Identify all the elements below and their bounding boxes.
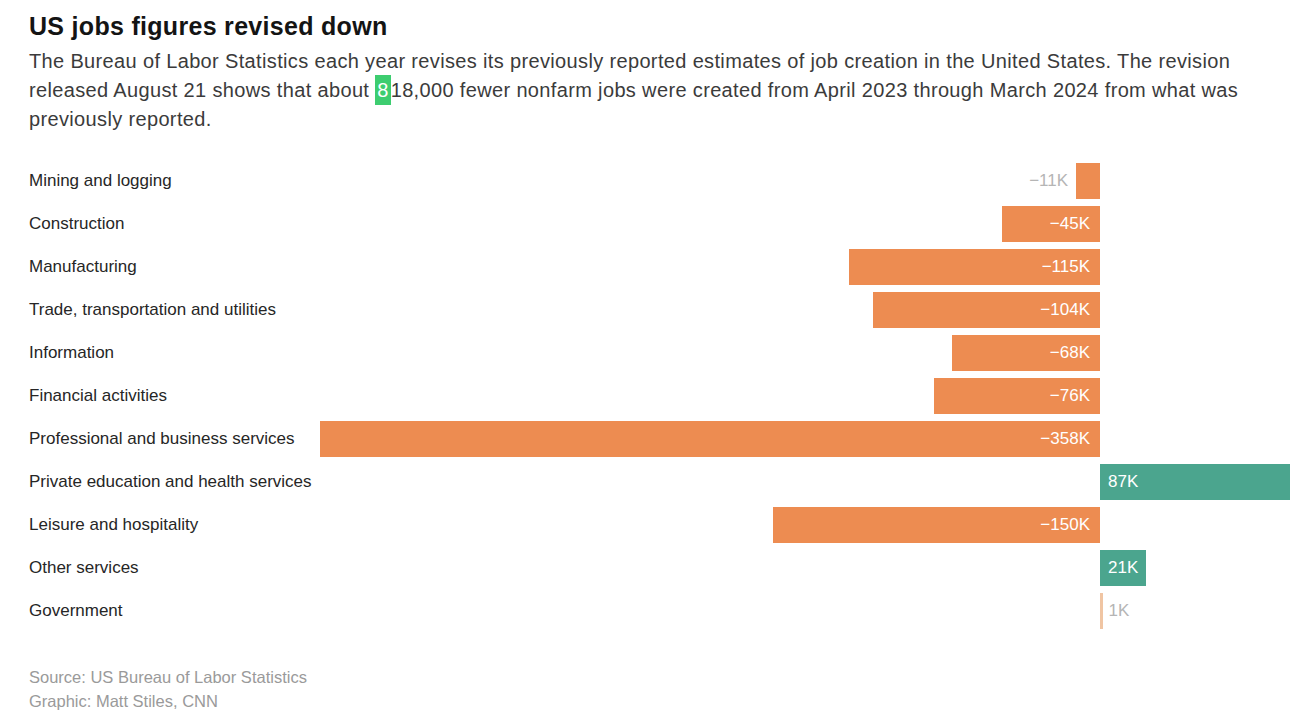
bar-chart: Mining and logging−11KConstruction−45KMa… — [0, 159, 1310, 632]
category-label: Construction — [29, 214, 124, 234]
value-label: −68K — [1050, 335, 1090, 371]
value-label: 87K — [1108, 464, 1138, 500]
chart-row: Manufacturing −115K — [0, 245, 1310, 288]
category-label: Information — [29, 343, 114, 363]
category-label: Manufacturing — [29, 257, 137, 277]
category-label: Trade, transportation and utilities — [29, 300, 276, 320]
value-label: −150K — [1040, 507, 1090, 543]
description-text: previously reported. — [29, 108, 212, 130]
chart-row: Professional and business services −358K — [0, 417, 1310, 460]
chart-title: US jobs figures revised down — [29, 12, 387, 41]
category-label: Leisure and hospitality — [29, 515, 198, 535]
chart-row: Leisure and hospitality −150K — [0, 503, 1310, 546]
chart-description: The Bureau of Labor Statistics each year… — [29, 47, 1238, 134]
chart-row: Other services 21K — [0, 546, 1310, 589]
chart-row: Construction −45K — [0, 202, 1310, 245]
value-label: −115K — [1042, 249, 1090, 285]
chart-row: Information −68K — [0, 331, 1310, 374]
value-label: −76K — [1050, 378, 1090, 414]
value-label: −358K — [1040, 421, 1090, 457]
description-text: The Bureau of Labor Statistics each year… — [29, 50, 1230, 72]
chart-row: Financial activities −76K — [0, 374, 1310, 417]
source-note: Source: US Bureau of Labor Statistics — [29, 666, 307, 690]
description-text: released August 21 shows that about — [29, 79, 375, 101]
category-label: Private education and health services — [29, 472, 312, 492]
category-label: Mining and logging — [29, 171, 172, 191]
chart-row: Government 1K — [0, 589, 1310, 632]
value-label: −104K — [1040, 292, 1090, 328]
description-line: released August 21 shows that about 818,… — [29, 76, 1238, 105]
description-text: 18,000 fewer nonfarm jobs were created f… — [391, 79, 1239, 101]
value-label: −45K — [1050, 206, 1090, 242]
chart-row: Private education and health services 87K — [0, 460, 1310, 503]
credit-note: Graphic: Matt Stiles, CNN — [29, 690, 307, 714]
bar-segment — [1100, 593, 1103, 629]
value-label: −11K — [1029, 163, 1068, 199]
value-label: 1K — [1109, 593, 1130, 629]
category-label: Professional and business services — [29, 429, 295, 449]
category-label: Other services — [29, 558, 139, 578]
description-line: previously reported. — [29, 105, 1238, 134]
value-label: 21K — [1108, 550, 1138, 586]
chart-row: Trade, transportation and utilities −104K — [0, 288, 1310, 331]
footer: Source: US Bureau of Labor Statistics Gr… — [29, 666, 307, 713]
description-line: The Bureau of Labor Statistics each year… — [29, 47, 1238, 76]
category-label: Financial activities — [29, 386, 167, 406]
chart-row: Mining and logging −11K — [0, 159, 1310, 202]
highlighted-digit: 8 — [375, 75, 390, 105]
category-label: Government — [29, 601, 123, 621]
bar-segment — [320, 421, 1100, 457]
bar-segment — [1076, 163, 1100, 199]
